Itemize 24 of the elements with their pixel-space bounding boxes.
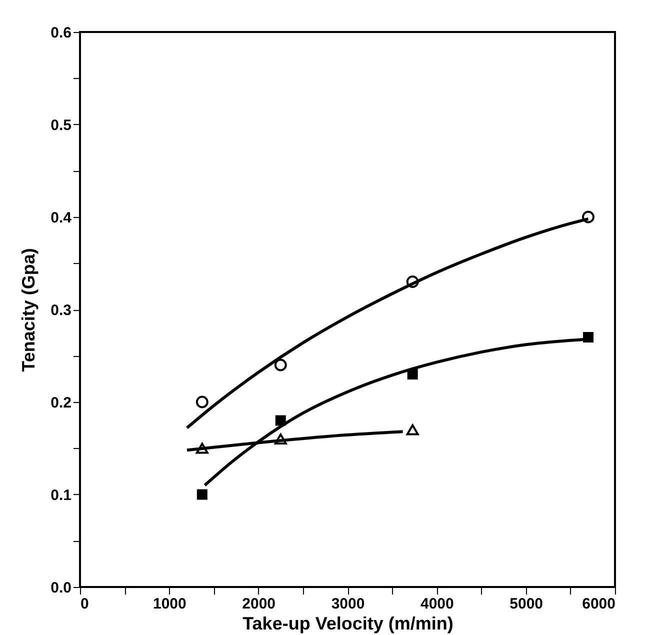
y-tick-label: 0.0 xyxy=(50,580,72,596)
x-axis-title: Take-up Velocity (m/min) xyxy=(242,614,454,634)
point xyxy=(196,489,208,500)
x-tick-label: 6000 xyxy=(582,596,616,612)
point xyxy=(274,358,287,372)
point xyxy=(196,442,208,454)
y-tick-label: 0.2 xyxy=(50,394,72,412)
y-tick-label: 0.3 xyxy=(50,302,72,319)
point xyxy=(406,424,419,436)
x-tick-label: 5000 xyxy=(510,596,544,612)
point xyxy=(196,396,208,408)
x-tick-label: 0 xyxy=(80,596,89,612)
point xyxy=(274,433,287,445)
point xyxy=(582,210,594,224)
x-tick-label: 4000 xyxy=(420,596,454,612)
y-tick-label: 0.5 xyxy=(50,117,72,134)
x-tick-label: 1000 xyxy=(152,596,186,612)
x-tick-label: 2000 xyxy=(242,596,276,612)
y-tick-label: 0.1 xyxy=(50,487,72,504)
y-tick-label: 0.4 xyxy=(50,210,72,226)
y-axis-title: Tenacity (Gpa) xyxy=(18,248,39,372)
point xyxy=(406,276,419,288)
x-tick-label: 3000 xyxy=(331,596,365,612)
y-tick-label: 0.6 xyxy=(50,24,72,42)
